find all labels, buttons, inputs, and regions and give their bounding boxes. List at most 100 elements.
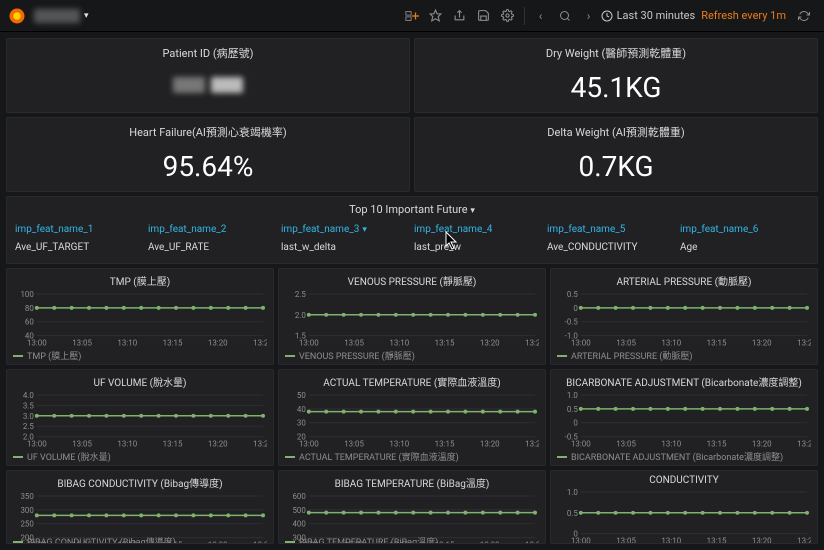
feature-column-header[interactable]: imp_feat_name_3▾ xyxy=(281,220,410,239)
dry-weight-value: 45.1KG xyxy=(571,71,662,104)
panel-important-features[interactable]: Top 10 Important Future ▾ imp_feat_name_… xyxy=(6,196,818,264)
chart-plot[interactable]: 2.52.01.513:0013:0513:1013:1513:2013:25 xyxy=(285,290,539,348)
chart-legend[interactable]: BIBAG CONDUCTIVITY (Bibag傳導度) xyxy=(13,535,267,544)
svg-text:0.5: 0.5 xyxy=(567,509,579,518)
svg-text:13:10: 13:10 xyxy=(661,339,681,348)
svg-text:13:25: 13:25 xyxy=(253,440,267,449)
chart-legend[interactable]: BICARBONATE ADJUSTMENT (Bicarbonate濃度調整) xyxy=(557,450,811,463)
chart-panel[interactable]: BICARBONATE ADJUSTMENT (Bicarbonate濃度調整)… xyxy=(550,369,818,466)
svg-text:13:15: 13:15 xyxy=(163,440,183,449)
settings-icon[interactable] xyxy=(496,4,520,28)
refresh-interval-button[interactable]: Refresh every 1m xyxy=(701,9,786,22)
svg-text:100: 100 xyxy=(20,290,33,299)
chart-plot[interactable]: 1.00.5013:0013:0513:1013:1513:2013:25 xyxy=(557,488,811,530)
time-back-icon[interactable]: ‹ xyxy=(529,4,553,28)
chart-legend[interactable]: ARTERIAL PRESSURE (動脈壓) xyxy=(557,349,811,362)
svg-text:13:25: 13:25 xyxy=(253,339,267,348)
time-range-picker[interactable]: Last 30 minutes xyxy=(601,9,696,22)
svg-text:13:15: 13:15 xyxy=(707,440,727,449)
legend-label: BIBAG TEMPERATURE (BiBag溫度) xyxy=(299,535,438,544)
svg-text:60: 60 xyxy=(25,318,34,327)
svg-text:0: 0 xyxy=(573,304,577,313)
panel-delta-weight[interactable]: Delta Weight (AI預測乾體重) 0.7KG xyxy=(414,117,818,192)
feature-column-header[interactable]: imp_feat_name_4 xyxy=(414,220,543,239)
feature-column-header[interactable]: imp_feat_name_6 xyxy=(680,220,809,239)
chart-title: UF VOLUME (脫水量) xyxy=(13,374,267,389)
grafana-logo[interactable] xyxy=(8,7,26,25)
svg-text:13:05: 13:05 xyxy=(616,339,636,348)
svg-text:0.5: 0.5 xyxy=(567,405,579,414)
svg-text:13:20: 13:20 xyxy=(480,440,500,449)
chart-panel[interactable]: VENOUS PRESSURE (靜脈壓)2.52.01.513:0013:05… xyxy=(278,268,546,365)
chart-panel[interactable]: BIBAG TEMPERATURE (BiBag溫度)6005004003001… xyxy=(278,470,546,544)
feature-column-header[interactable]: imp_feat_name_2 xyxy=(148,220,277,239)
svg-text:40: 40 xyxy=(297,405,306,414)
save-icon[interactable] xyxy=(472,4,496,28)
svg-text:13:00: 13:00 xyxy=(299,440,319,449)
legend-swatch xyxy=(557,355,567,357)
chart-legend[interactable]: TMP (膜上壓) xyxy=(13,349,267,362)
svg-text:13:25: 13:25 xyxy=(797,339,811,348)
panel-patient-id[interactable]: Patient ID (病歷號) xyxy=(6,38,410,113)
chart-legend[interactable]: UF VOLUME (脫水量) xyxy=(13,450,267,463)
dashboard-title[interactable]: ▾ xyxy=(34,9,89,23)
chart-panel[interactable]: TMP (膜上壓)10080604013:0013:0513:1013:1513… xyxy=(6,268,274,365)
panel-dry-weight[interactable]: Dry Weight (醫師預測乾體重) 45.1KG xyxy=(414,38,818,113)
chart-panel[interactable]: ACTUAL TEMPERATURE (實際血液溫度)5040302013:00… xyxy=(278,369,546,466)
svg-text:13:15: 13:15 xyxy=(435,440,455,449)
legend-label: ACTUAL TEMPERATURE (實際血液溫度) xyxy=(299,450,459,463)
chart-legend[interactable]: ACTUAL TEMPERATURE (實際血液溫度) xyxy=(285,450,539,463)
panel-heart-failure[interactable]: Heart Failure(AI預測心衰竭機率) 95.64% xyxy=(6,117,410,192)
svg-text:13:20: 13:20 xyxy=(752,440,772,449)
chart-plot[interactable]: 60050040030013:0013:0513:1013:1513:2013:… xyxy=(285,492,539,534)
sort-caret-icon: ▾ xyxy=(362,225,367,235)
star-icon[interactable] xyxy=(424,4,448,28)
svg-text:4.0: 4.0 xyxy=(23,391,34,400)
chart-panel[interactable]: UF VOLUME (脫水量)4.03.53.02.52.013:0013:05… xyxy=(6,369,274,466)
svg-text:13:10: 13:10 xyxy=(661,440,681,449)
panel-title: Patient ID (病歷號) xyxy=(163,45,254,61)
clock-icon xyxy=(601,10,613,22)
chart-plot[interactable]: 4.03.53.02.52.013:0013:0513:1013:1513:20… xyxy=(13,391,267,449)
svg-text:80: 80 xyxy=(25,304,34,313)
feature-column-header[interactable]: imp_feat_name_5 xyxy=(547,220,676,239)
svg-text:13:00: 13:00 xyxy=(299,339,319,348)
svg-text:13:20: 13:20 xyxy=(208,440,228,449)
chart-plot[interactable]: 0.50-0.5-1.013:0013:0513:1013:1513:2013:… xyxy=(557,290,811,348)
chart-legend[interactable]: VENOUS PRESSURE (靜脈壓) xyxy=(285,349,539,362)
time-forward-icon[interactable]: › xyxy=(577,4,601,28)
share-icon[interactable] xyxy=(448,4,472,28)
zoom-out-icon[interactable] xyxy=(553,4,577,28)
legend-swatch xyxy=(13,456,23,458)
svg-text:13:00: 13:00 xyxy=(27,440,47,449)
legend-label: BICARBONATE ADJUSTMENT (Bicarbonate濃度調整) xyxy=(571,450,783,463)
feature-cell: Ave_UF_RATE xyxy=(148,239,277,255)
chart-panel[interactable]: ARTERIAL PRESSURE (動脈壓)0.50-0.5-1.013:00… xyxy=(550,268,818,365)
chart-plot[interactable]: 5040302013:0013:0513:1013:1513:2013:25 xyxy=(285,391,539,449)
svg-text:13:20: 13:20 xyxy=(752,339,772,348)
refresh-icon[interactable] xyxy=(792,4,816,28)
chart-legend[interactable]: BIBAG TEMPERATURE (BiBag溫度) xyxy=(285,535,539,544)
svg-text:500: 500 xyxy=(292,506,305,515)
panel-title: Dry Weight (醫師預測乾體重) xyxy=(546,45,686,61)
chart-plot[interactable]: 35030025020013:0013:0513:1013:1513:2013:… xyxy=(13,492,267,534)
time-range-label: Last 30 minutes xyxy=(617,9,696,22)
svg-text:13:10: 13:10 xyxy=(389,440,409,449)
chart-panel[interactable]: CONDUCTIVITY1.00.5013:0013:0513:1013:151… xyxy=(550,470,818,544)
chart-plot[interactable]: 1.00.50-0.513:0013:0513:1013:1513:2013:2… xyxy=(557,391,811,449)
legend-label: UF VOLUME (脫水量) xyxy=(27,450,111,463)
svg-text:30: 30 xyxy=(297,419,306,428)
svg-text:250: 250 xyxy=(20,520,33,529)
chart-panel[interactable]: BIBAG CONDUCTIVITY (Bibag傳導度)35030025020… xyxy=(6,470,274,544)
feature-cell: last_w_delta xyxy=(281,239,410,255)
svg-text:3.0: 3.0 xyxy=(23,412,34,421)
svg-text:-0.5: -0.5 xyxy=(565,318,579,327)
svg-text:2.0: 2.0 xyxy=(295,311,306,320)
legend-swatch xyxy=(557,456,567,458)
chart-plot[interactable]: 10080604013:0013:0513:1013:1513:2013:25 xyxy=(13,290,267,348)
legend-swatch xyxy=(13,355,23,357)
heart-failure-value: 95.64% xyxy=(163,150,254,183)
legend-label: CONDUCTIVITY (導電度) xyxy=(571,531,669,544)
feature-column-header[interactable]: imp_feat_name_1 xyxy=(15,220,144,239)
add-panel-icon[interactable] xyxy=(400,4,424,28)
